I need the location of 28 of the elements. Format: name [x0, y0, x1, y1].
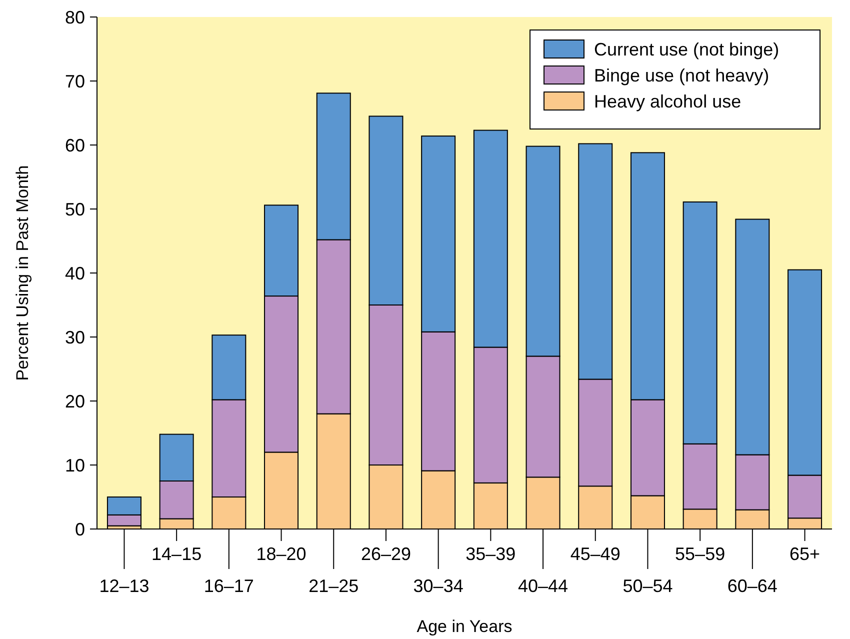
x-tick-label: 60–64 — [727, 576, 778, 596]
y-tick-label: 40 — [64, 263, 85, 284]
x-tick-label: 50–54 — [622, 576, 673, 596]
y-tick-label: 80 — [64, 7, 85, 28]
y-tick-label: 70 — [64, 71, 85, 92]
x-axis-title: Age in Years — [416, 617, 512, 636]
y-tick-label: 20 — [64, 391, 85, 412]
x-tick-label: 14–15 — [152, 544, 202, 564]
x-tick-label: 12–13 — [99, 576, 150, 596]
y-tick-label: 60 — [64, 135, 85, 156]
x-tick-label: 26–29 — [360, 544, 412, 564]
x-tick-label: 40–44 — [518, 576, 568, 596]
y-tick-label: 0 — [74, 519, 85, 540]
legend-label: Current use (not binge) — [594, 39, 780, 60]
x-tick-label: 55–59 — [675, 544, 726, 564]
x-tick-label: 45–49 — [570, 544, 620, 564]
x-tick-label: 16–17 — [204, 576, 254, 596]
legend-label: Heavy alcohol use — [594, 91, 742, 112]
x-tick-label: 21–25 — [308, 576, 359, 596]
x-tick-label: 65+ — [790, 544, 820, 564]
y-tick-label: 50 — [64, 199, 85, 220]
x-tick-label: 35–39 — [466, 544, 516, 564]
y-axis-title: Percent Using in Past Month — [13, 165, 32, 381]
x-tick-label: 30–34 — [413, 576, 464, 596]
y-tick-label: 10 — [64, 455, 85, 476]
legend-label: Binge use (not heavy) — [594, 65, 770, 86]
y-tick-label: 30 — [64, 327, 85, 348]
x-tick-label: 18–20 — [256, 544, 306, 564]
